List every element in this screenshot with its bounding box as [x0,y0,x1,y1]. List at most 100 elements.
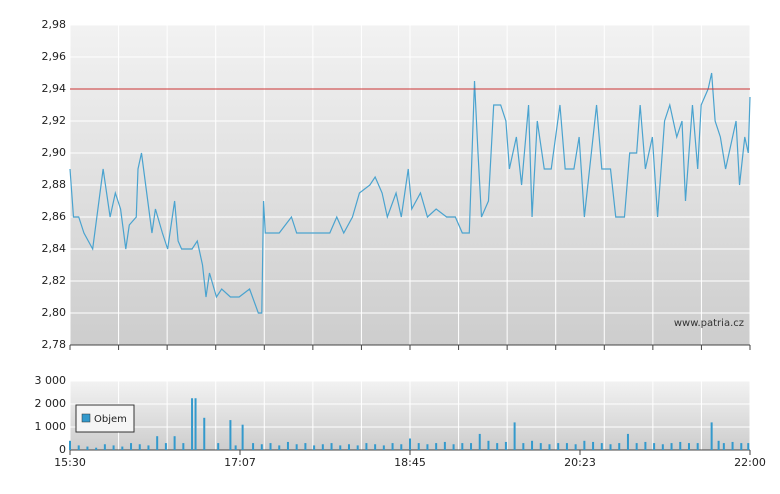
volume-bar [740,443,743,450]
volume-bar [278,445,281,450]
volume-bar [618,443,621,450]
volume-bar [679,441,682,450]
volume-bar [717,440,720,450]
volume-bar [121,446,124,450]
volume-bar [138,444,141,450]
volume-bar [217,443,220,450]
volume-bar [382,445,385,450]
volume-bar [513,422,516,450]
volume-bar [69,440,71,450]
y-tick-label: 1 000 [35,420,67,433]
volume-bar [661,444,664,450]
volume-bar [95,447,98,450]
volume-bar [417,443,420,450]
y-tick-label: 2,82 [42,274,67,287]
volume-bar [130,443,133,450]
y-tick-label: 2,80 [42,306,67,319]
x-tick-label: 17:07 [224,456,256,469]
x-tick-label: 20:23 [564,456,596,469]
volume-bar [194,398,197,450]
y-tick-label: 2,78 [42,338,67,351]
legend-label: Objem [94,414,127,425]
y-tick-label: 2,86 [42,210,67,223]
watermark: www.patria.cz [674,318,744,329]
volume-bar [747,443,750,450]
volume-bar [583,440,586,450]
volume-bar [313,445,316,450]
volume-bar [260,444,263,450]
volume-bar [347,444,350,450]
price-line [69,72,751,314]
x-tick-label: 22:00 [734,456,766,469]
y-tick-label: 3 000 [35,374,67,387]
volume-bar [234,445,237,450]
volume-bar [356,445,359,450]
volume-bar [548,444,551,450]
legend: Objem [75,404,135,433]
volume-bar [252,443,255,450]
volume-bar [461,443,464,450]
volume-bar [191,398,194,450]
y-tick-label: 2,88 [42,178,67,191]
volume-bar [409,438,411,450]
volume-bar [710,422,713,450]
volume-bar [565,443,568,450]
volume-bar [539,443,542,450]
volume-bar [592,441,595,450]
volume-bar [365,443,368,450]
volume-bar [731,441,734,450]
volume-bar [295,444,298,450]
legend-swatch [81,413,91,423]
volume-bar [496,443,499,450]
volume-bar [478,433,481,450]
volume-bar [487,440,490,450]
volume-bar [182,443,185,450]
x-tick-label: 15:30 [54,456,86,469]
volume-bar [241,424,244,450]
volume-bar [653,443,656,450]
volume-bar [687,443,690,450]
volume-bar [304,443,307,450]
volume-bar [426,444,429,450]
volume-bar [112,445,115,450]
volume-bar [557,443,560,450]
volume-bar [173,436,176,450]
volume-bar [626,433,629,450]
volume-bar [156,436,159,450]
volume-bar [321,444,324,450]
volume-bar [609,444,612,450]
volume-bar [103,444,106,450]
volume-bar [470,443,473,450]
volume-bar [286,441,289,450]
volume-bar [696,443,699,450]
y-tick-label: 2 000 [35,397,67,410]
volume-bar [400,444,403,450]
volume-bar [644,441,647,450]
volume-bar [443,441,446,450]
volume-bar [86,446,89,450]
volume-bar [77,445,80,450]
volume-bar [452,444,455,450]
volume-bar [670,443,673,450]
y-tick-label: 0 [59,443,66,456]
volume-bar [600,443,603,450]
volume-bar [330,443,333,450]
y-tick-label: 2,84 [42,242,67,255]
y-tick-label: 2,98 [42,18,67,31]
volume-bar [435,443,438,450]
volume-bar [722,443,725,450]
volume-bar [269,443,272,450]
volume-bar [147,445,150,450]
volume-bar [635,443,638,450]
volume-bar [339,445,342,450]
volume-bar [574,444,577,450]
volume-bar [504,441,507,450]
y-tick-label: 2,92 [42,114,67,127]
volume-bar [203,417,206,450]
y-tick-label: 2,96 [42,50,67,63]
x-tick-label: 18:45 [394,456,426,469]
y-tick-label: 2,90 [42,146,67,159]
volume-bar [374,444,377,450]
